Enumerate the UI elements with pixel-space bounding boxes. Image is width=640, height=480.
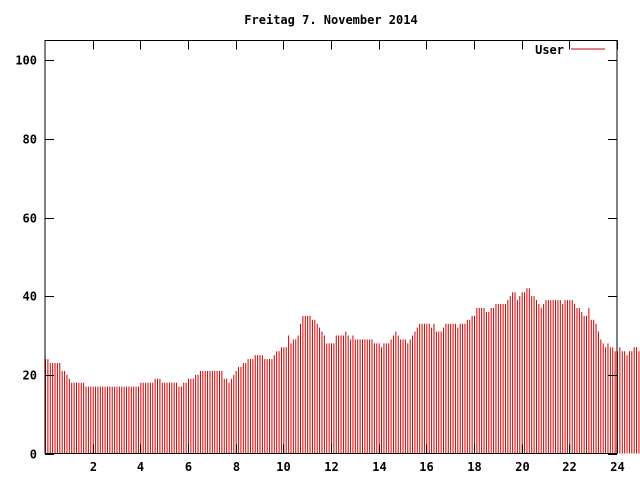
y-tick-label: 0 <box>30 448 37 462</box>
y-tick-label: 80 <box>23 133 37 147</box>
x-tick-label: 6 <box>185 460 192 474</box>
x-tick-label: 20 <box>515 460 529 474</box>
legend-label: User <box>535 43 564 57</box>
y-tick-label: 60 <box>23 212 37 226</box>
x-tick-label: 10 <box>276 460 290 474</box>
x-tick-label: 4 <box>137 460 144 474</box>
y-tick-label: 40 <box>23 290 37 304</box>
x-tick-label: 12 <box>324 460 338 474</box>
bars <box>45 288 640 454</box>
legend: User <box>535 43 605 57</box>
y-tick-label: 100 <box>15 54 37 68</box>
x-tick-label: 24 <box>610 460 624 474</box>
y-tick-label: 20 <box>23 369 37 383</box>
x-tick-label: 8 <box>233 460 240 474</box>
chart-title: Freitag 7. November 2014 <box>244 13 417 27</box>
x-tick-label: 2 <box>90 460 97 474</box>
x-tick-label: 14 <box>372 460 386 474</box>
x-tick-label: 22 <box>562 460 576 474</box>
x-tick-label: 18 <box>467 460 481 474</box>
x-tick-label: 16 <box>419 460 433 474</box>
